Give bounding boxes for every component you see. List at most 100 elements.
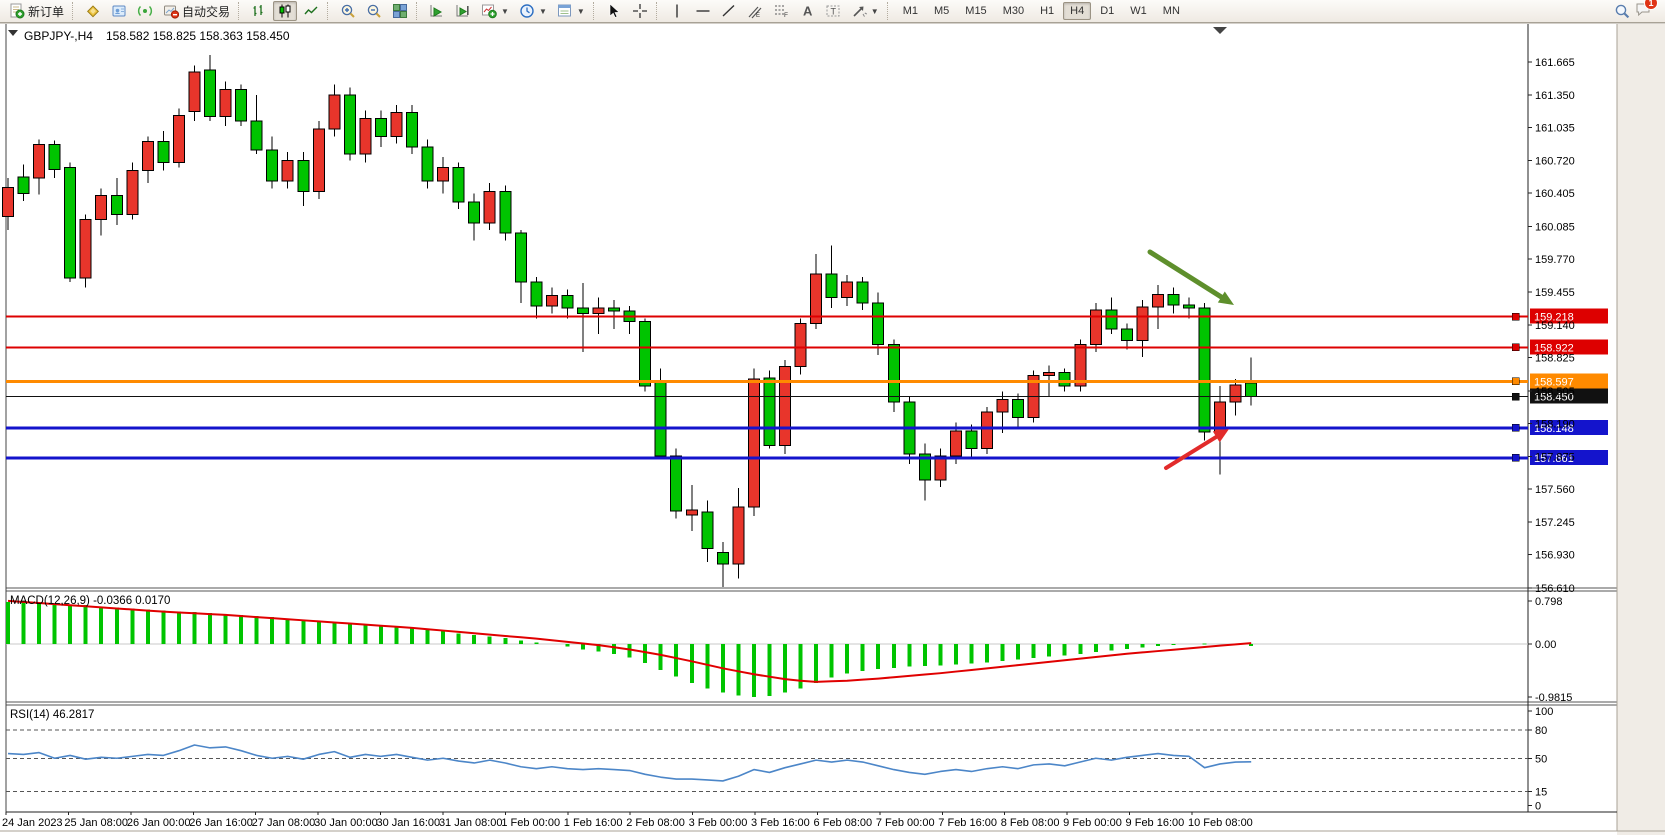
svg-text:A: A xyxy=(803,4,813,19)
green-down-arrow[interactable] xyxy=(1147,249,1234,305)
timeframe-button-m1[interactable]: M1 xyxy=(902,5,918,17)
candlestick-button[interactable] xyxy=(273,1,298,21)
chart-ohlc-values: 158.582 158.825 158.363 158.450 xyxy=(106,29,290,43)
trendline-button[interactable] xyxy=(717,1,741,21)
toolbar-separator xyxy=(886,2,892,20)
crosshair-icon xyxy=(632,4,647,18)
toolbar-separator xyxy=(416,2,421,20)
hline-158.597[interactable]: 158.597 xyxy=(6,373,1608,389)
timeframe-button-m30[interactable]: M30 xyxy=(1002,5,1025,17)
toolbar-separator xyxy=(238,2,243,20)
candles-layer xyxy=(2,55,1258,587)
chevron-down-icon: ▼ xyxy=(870,6,879,16)
crosshair-button[interactable] xyxy=(628,1,652,21)
toolbar-separator xyxy=(72,2,77,20)
toolbar-separator xyxy=(327,2,332,20)
chat-notification-badge: 1 xyxy=(1644,0,1658,10)
autotrading-button[interactable]: 自动交易 xyxy=(159,1,234,22)
chart-window-button[interactable] xyxy=(81,1,105,21)
timeframe-button-mn[interactable]: MN xyxy=(1162,5,1180,17)
line-icon xyxy=(304,6,318,15)
label-button[interactable]: T xyxy=(821,1,845,21)
cursor-icon xyxy=(609,3,620,18)
fibonacci-button[interactable]: F xyxy=(769,1,793,21)
indicators-button[interactable]: ▼ xyxy=(477,1,513,21)
toolbar-separator xyxy=(592,2,598,20)
price-axis-tick: 161.350 xyxy=(1535,90,1575,102)
timeframe-button-m5[interactable]: M5 xyxy=(934,5,950,17)
rsi-indicator-label: RSI(14) 46.2817 xyxy=(10,709,94,721)
templates-button[interactable]: ▼ xyxy=(553,1,589,21)
tile-windows-button[interactable] xyxy=(388,1,412,21)
cursor-button[interactable] xyxy=(602,1,626,21)
axes[interactable]: 161.665 161.350 161.035 160.720 160.405 160.0… xyxy=(2,57,1575,829)
profile-button[interactable] xyxy=(107,1,131,21)
rsi-axis-tick: 0 xyxy=(1535,801,1541,813)
candles-icon xyxy=(279,4,291,18)
search-button[interactable] xyxy=(1610,1,1634,21)
price-axis-tick: 157.875 xyxy=(1535,451,1575,463)
label-icon: T xyxy=(826,5,840,17)
rsi-axis-tick: 80 xyxy=(1535,725,1547,737)
svg-text:T: T xyxy=(830,7,836,17)
timeframe-button-w1[interactable]: W1 xyxy=(1130,5,1147,17)
templates-icon xyxy=(557,4,571,17)
time-axis-label: 7 Feb 00:00 xyxy=(876,817,935,829)
price-axis-tick: 158.190 xyxy=(1535,419,1575,431)
price-axis-tick: 161.035 xyxy=(1535,123,1575,135)
time-axis-label: 3 Feb 16:00 xyxy=(751,817,810,829)
price-axis-tick: 159.770 xyxy=(1535,254,1575,266)
price-axis-tick: 161.665 xyxy=(1535,57,1575,69)
arrow-annotations[interactable] xyxy=(1147,249,1234,470)
time-axis-label: 30 Jan 16:00 xyxy=(377,817,441,829)
text-button[interactable]: A xyxy=(795,1,819,21)
auto-scroll-icon xyxy=(430,5,443,17)
timeframe-button-m15[interactable]: M15 xyxy=(965,5,987,17)
hline-158.450[interactable]: 158.450 xyxy=(6,388,1608,404)
time-axis-label: 25 Jan 08:00 xyxy=(64,817,128,829)
signals-button[interactable] xyxy=(133,1,157,21)
timeframe-button-h4[interactable]: H4 xyxy=(1063,2,1092,20)
price-axis-tick: 157.245 xyxy=(1535,517,1575,529)
new-order-button[interactable]: 新订单 xyxy=(5,1,68,22)
price-axis-tick: 157.560 xyxy=(1535,484,1575,496)
bar-chart-button[interactable] xyxy=(247,1,271,21)
time-axis-label: 2 Feb 08:00 xyxy=(626,817,685,829)
zoom-out-button[interactable] xyxy=(362,1,386,21)
vline-button[interactable] xyxy=(665,1,689,21)
hline-159.218[interactable]: 159.218 xyxy=(6,308,1608,324)
hline-icon xyxy=(696,10,710,12)
timeframe-button-d1[interactable]: D1 xyxy=(1100,5,1115,17)
shapes-button[interactable]: ▼ xyxy=(847,1,883,21)
gold-diamond-icon xyxy=(87,5,100,18)
timeframe-button-h1[interactable]: H1 xyxy=(1040,5,1055,17)
chart-shift-marker[interactable] xyxy=(1213,27,1227,34)
channel-button[interactable]: E xyxy=(743,1,767,21)
periods-button[interactable]: ▼ xyxy=(515,1,551,21)
time-axis-label: 9 Feb 00:00 xyxy=(1063,817,1122,829)
red-up-arrow[interactable] xyxy=(1164,429,1229,470)
price-tag-158.148: 158.148 xyxy=(1534,423,1574,435)
hline-158.148[interactable]: 158.148 xyxy=(6,419,1608,435)
zoom-in-button[interactable] xyxy=(336,1,360,21)
auto-scroll-button[interactable] xyxy=(425,1,449,21)
chart-shift-icon xyxy=(456,5,469,17)
price-tag-158.597: 158.597 xyxy=(1534,376,1574,388)
zoom-in-icon xyxy=(341,4,355,18)
time-axis-label: 30 Jan 00:00 xyxy=(314,817,378,829)
chat-button[interactable]: 1 xyxy=(1635,0,1658,22)
channel-icon: E xyxy=(748,6,762,19)
time-axis-label: 1 Feb 00:00 xyxy=(501,817,560,829)
hline-158.922[interactable]: 158.922 xyxy=(6,339,1608,355)
hline-157.861[interactable]: 157.861 xyxy=(6,449,1608,465)
chart-shift-button[interactable] xyxy=(451,1,475,21)
line-chart-button[interactable] xyxy=(299,1,323,21)
hline-button[interactable] xyxy=(691,1,715,21)
horizontal-lines-layer[interactable]: 159.218 158.922 158.597 158.450 158.148 157.8… xyxy=(6,308,1608,465)
indicators-icon xyxy=(482,4,497,19)
quick-trade-expand-icon[interactable] xyxy=(8,30,18,36)
chevron-down-icon: ▼ xyxy=(501,6,509,16)
time-axis-label: 8 Feb 08:00 xyxy=(1001,817,1060,829)
